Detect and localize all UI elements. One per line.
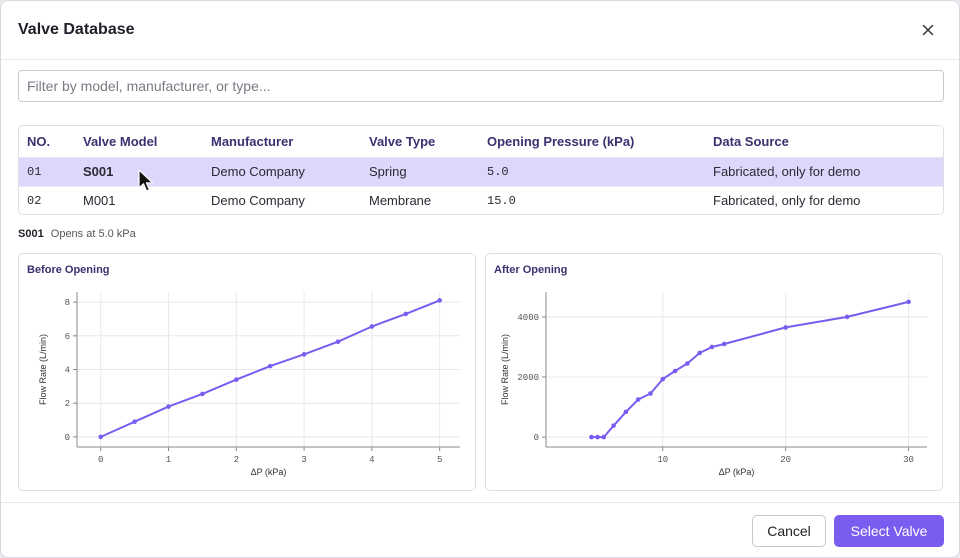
cell-type: Spring — [361, 157, 479, 187]
chart-after-opening: 10 20 30 0 2000 4000 ΔP (kPa) Flow Rate (L/min) — [500, 292, 927, 477]
data-point — [132, 419, 137, 425]
x-tick-label: 3 — [301, 455, 306, 465]
cancel-button[interactable]: Cancel — [752, 515, 826, 547]
close-icon-glyph — [922, 24, 934, 36]
data-point — [697, 350, 702, 356]
x-tick-label: 0 — [98, 455, 103, 465]
data-point — [267, 363, 273, 369]
y-tick-label: 8 — [65, 298, 70, 308]
select-valve-button[interactable]: Select Valve — [834, 515, 944, 547]
data-point — [844, 314, 850, 320]
data-point — [721, 341, 727, 347]
mouse-cursor-icon — [138, 169, 154, 192]
data-point — [685, 361, 690, 366]
cell-no: 02 — [27, 193, 42, 208]
data-point — [648, 391, 653, 396]
cell-source: Fabricated, only for demo — [713, 193, 861, 209]
table-header-row: NO. Valve Model Manufacturer Valve Type … — [19, 126, 943, 158]
chart-before-opening: 0 1 2 3 4 5 0 2 4 6 8 ΔP (kPa) Flow Rate (L/min) — [38, 292, 460, 477]
x-tick-label: 30 — [903, 455, 914, 465]
data-point — [335, 339, 341, 345]
chart-panel-after-opening: After Opening 10 20 30 0 2000 4000 ΔP (kPa) Flo… — [485, 253, 943, 491]
selected-valve-model: S001 — [18, 228, 44, 240]
data-point — [623, 409, 629, 415]
chart-panel-before-opening: Before Opening 0 1 2 3 4 5 0 2 4 6 8 ΔP (kPa) Flow R… — [18, 253, 476, 491]
data-point — [906, 299, 911, 305]
x-tick-label: 1 — [166, 455, 171, 465]
x-tick-label: 20 — [780, 455, 791, 465]
y-axis-label: Flow Rate (L/min) — [38, 334, 48, 405]
col-header-manufacturer: Manufacturer — [203, 126, 361, 158]
y-tick-label: 0 — [534, 433, 539, 443]
x-axis-label: ΔP (kPa) — [251, 467, 287, 477]
cell-no: 01 — [19, 157, 75, 187]
data-point — [635, 397, 641, 402]
col-header-no: NO. — [19, 126, 75, 158]
col-header-model: Valve Model — [75, 126, 203, 158]
x-axis-label: ΔP (kPa) — [719, 467, 755, 477]
chart-title: After Opening — [494, 264, 568, 276]
y-tick-label: 4000 — [517, 313, 539, 323]
valve-table: NO. Valve Model Manufacturer Valve Type … — [18, 125, 944, 215]
cell-type: Membrane — [369, 193, 432, 209]
y-tick-label: 2 — [65, 399, 70, 409]
cell-model: M001 — [83, 193, 116, 209]
data-point — [601, 434, 607, 440]
col-header-pressure: Opening Pressure (kPa) — [479, 126, 705, 158]
data-point — [403, 311, 409, 317]
series-line — [591, 300, 909, 439]
dialog-footer: Cancel Select Valve — [1, 502, 959, 557]
y-tick-label: 2000 — [517, 373, 539, 383]
data-point — [200, 391, 205, 397]
cell-manufacturer: Demo Company — [203, 157, 361, 187]
data-point — [611, 423, 616, 428]
data-point — [437, 298, 442, 303]
data-point — [660, 376, 666, 382]
x-tick-label: 2 — [234, 455, 239, 465]
table-row[interactable]: 02 M001 Demo Company Membrane 15.0 Fabri… — [19, 186, 943, 214]
data-point — [709, 344, 715, 350]
close-icon[interactable] — [917, 19, 939, 41]
selected-valve-summary: S001 Opens at 5.0 kPa — [18, 228, 136, 240]
chart-title: Before Opening — [27, 264, 110, 276]
dialog-header: Valve Database — [1, 1, 959, 60]
col-header-type: Valve Type — [361, 126, 479, 158]
dialog-title: Valve Database — [18, 21, 135, 38]
cell-manufacturer: Demo Company — [211, 193, 305, 209]
x-tick-label: 5 — [437, 455, 442, 465]
col-header-source: Data Source — [705, 126, 943, 158]
data-point — [672, 368, 678, 374]
cell-source: Fabricated, only for demo — [705, 157, 943, 187]
y-tick-label: 6 — [65, 332, 70, 342]
cell-pressure: 15.0 — [487, 193, 516, 208]
data-point — [589, 434, 594, 440]
x-tick-label: 4 — [369, 455, 374, 465]
table-row[interactable]: 01 S001 Demo Company Spring 5.0 Fabricat… — [19, 157, 943, 187]
y-tick-label: 0 — [65, 433, 70, 443]
y-tick-label: 4 — [65, 366, 70, 376]
data-point — [369, 324, 375, 329]
y-axis-label: Flow Rate (L/min) — [500, 334, 510, 405]
data-point — [98, 434, 104, 440]
selected-valve-opening-text: Opens at 5.0 kPa — [50, 228, 136, 240]
data-point — [595, 434, 600, 440]
data-point — [234, 377, 239, 382]
data-point — [166, 404, 171, 409]
data-point — [783, 325, 788, 330]
series-line — [100, 299, 441, 438]
x-tick-label: 10 — [657, 455, 668, 465]
cell-pressure: 5.0 — [479, 157, 705, 187]
data-point — [301, 352, 307, 357]
filter-input[interactable] — [18, 70, 944, 102]
